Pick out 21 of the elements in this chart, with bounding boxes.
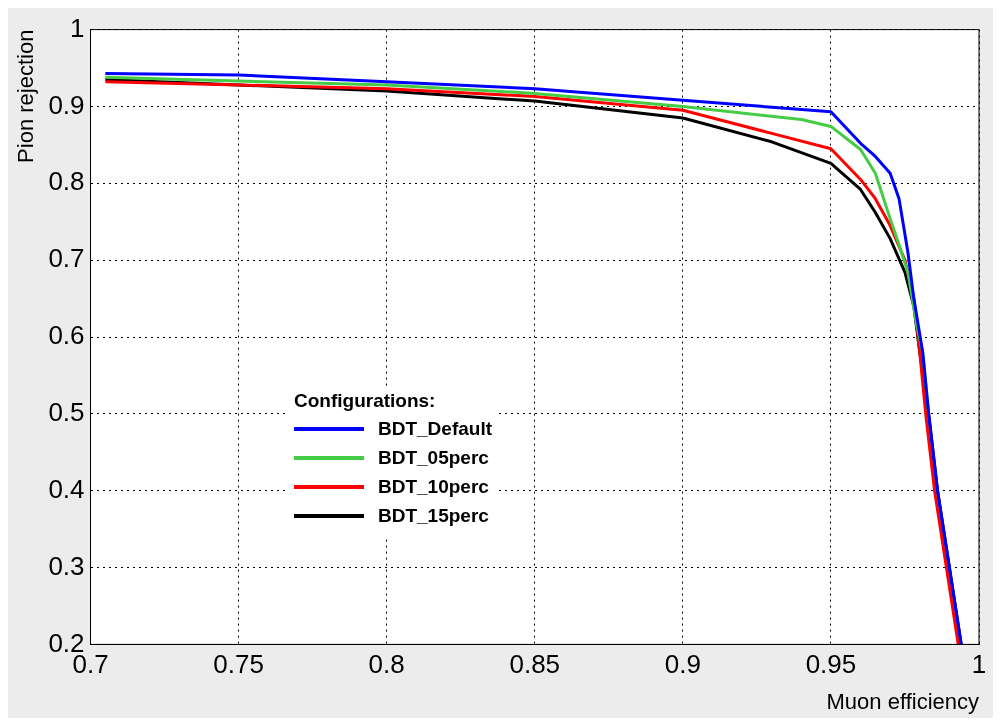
y-tick-label: 0.3 (48, 550, 85, 581)
x-tick-label: 0.8 (368, 649, 405, 680)
y-tick-label: 0.7 (48, 243, 85, 274)
x-tick-label: 1 (971, 649, 987, 680)
x-axis-title: Muon efficiency (826, 688, 979, 714)
x-tick-label: 0.95 (805, 649, 857, 680)
legend-label: BDT_Default (378, 418, 493, 440)
legend-label: BDT_10perc (378, 476, 489, 498)
y-tick-label: 0.6 (48, 320, 85, 351)
legend-label: BDT_15perc (378, 505, 489, 527)
y-tick-label: 1 (70, 12, 85, 43)
y-axis-title: Pion rejection (13, 29, 39, 163)
x-tick-label: 0.85 (509, 649, 561, 680)
y-tick-label: 0.4 (48, 473, 85, 504)
y-tick-label: 0.5 (48, 397, 85, 428)
y-tick-label: 0.8 (48, 166, 85, 197)
x-tick-label: 0.9 (664, 649, 701, 680)
x-tick-label: 0.75 (213, 649, 264, 680)
legend-title: Configurations: (294, 390, 437, 412)
y-tick-label: 0.9 (48, 89, 85, 120)
legend-label: BDT_05perc (378, 447, 489, 469)
